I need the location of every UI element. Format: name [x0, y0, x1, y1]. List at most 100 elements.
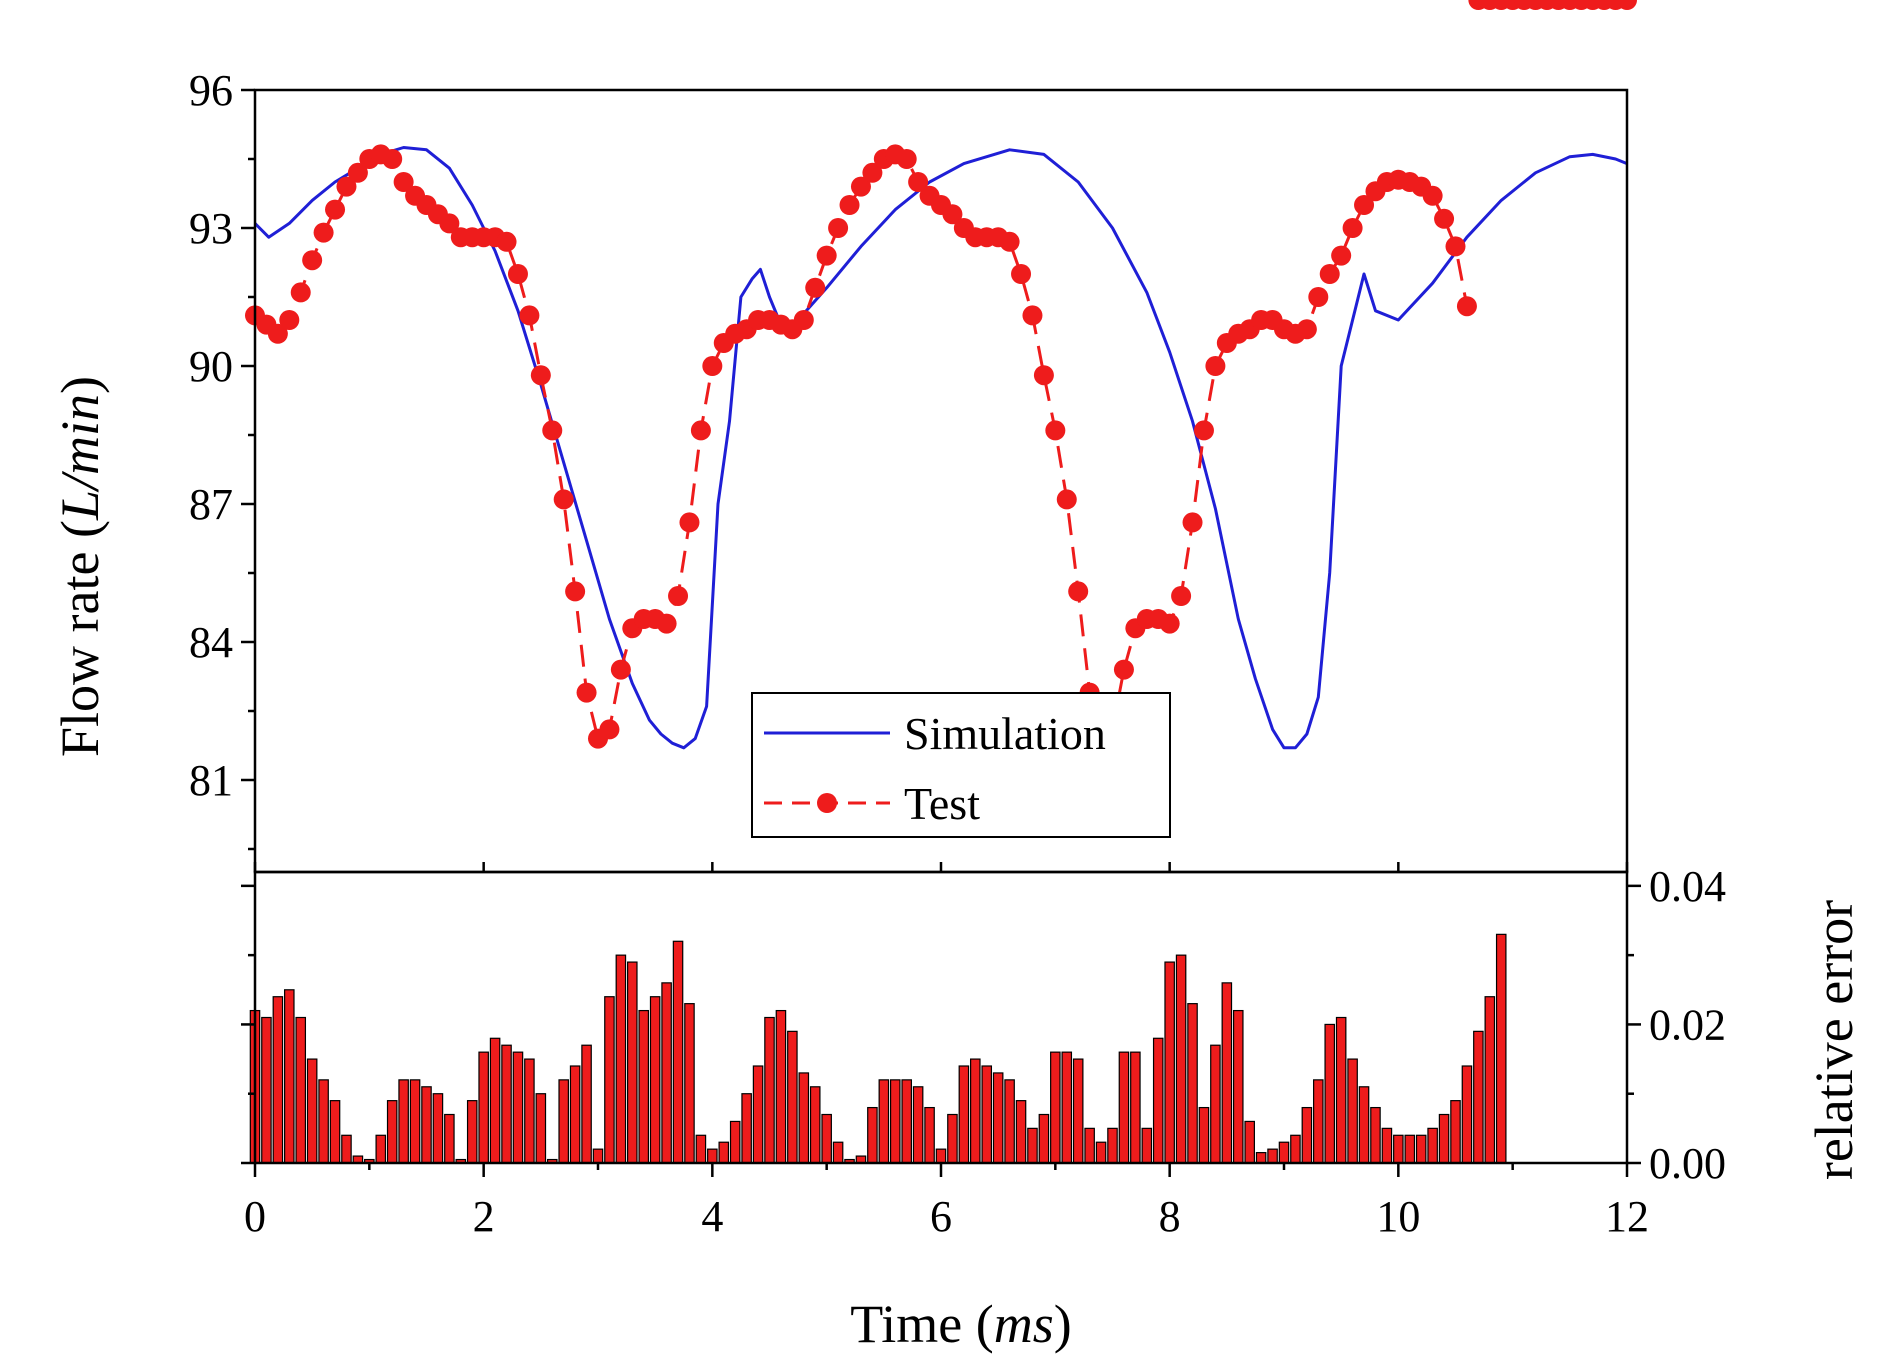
error-bar: [1198, 1106, 1210, 1164]
error-bar: [569, 1065, 581, 1164]
error-bar: [764, 1016, 775, 1164]
error-bar: [1084, 1127, 1095, 1164]
legend: Simulation Test: [751, 692, 1171, 838]
error-bar: [1118, 1051, 1130, 1164]
test-data-point: [1434, 208, 1455, 229]
test-data-point: [1354, 195, 1375, 215]
error-bar: [775, 1009, 787, 1164]
legend-test-marker: [817, 793, 837, 813]
x-tick-label: 4: [701, 1192, 723, 1241]
y-tick-label: 96: [189, 66, 233, 115]
test-data-point: [908, 172, 929, 192]
test-data-point: [1171, 586, 1192, 606]
error-bar: [1061, 1051, 1073, 1164]
test-data-point: [507, 264, 528, 284]
error-bar: [1095, 1141, 1107, 1164]
error-bar: [1175, 954, 1187, 1164]
error-bar: [386, 1100, 398, 1164]
test-data-point: [542, 420, 563, 441]
test-data-point: [1296, 319, 1317, 340]
test-data-point: [279, 310, 300, 330]
x-tick-label: 2: [473, 1192, 495, 1241]
test-data-point: [1205, 356, 1226, 376]
test-data-point: [999, 231, 1020, 252]
x-tick-label: 12: [1605, 1192, 1649, 1241]
error-bar: [375, 1134, 387, 1164]
test-data-point: [942, 204, 963, 225]
error-bar: [1267, 1148, 1278, 1164]
error-bar: [832, 1141, 844, 1164]
error-bar: [1221, 982, 1233, 1164]
error-bar: [1187, 1003, 1198, 1164]
error-bar: [295, 1016, 307, 1164]
test-data-point: [828, 218, 849, 238]
test-data-point: [599, 719, 620, 740]
error-bar: [1347, 1058, 1358, 1164]
x-tick-label: 6: [930, 1192, 952, 1241]
error-bar: [1484, 996, 1496, 1164]
test-data-point: [850, 176, 871, 197]
error-bar: [1164, 961, 1175, 1164]
test-data-point: [347, 162, 368, 183]
test-data-point: [325, 199, 346, 220]
error-bar: [901, 1079, 912, 1164]
error-bar: [558, 1079, 569, 1164]
x-tick-label: 10: [1376, 1192, 1420, 1241]
error-bar: [878, 1079, 890, 1164]
error-bar: [798, 1072, 810, 1164]
error-bar: [1473, 1030, 1484, 1164]
test-data-point: [1182, 512, 1203, 533]
error-bar: [1278, 1141, 1290, 1164]
test-data-point: [702, 356, 723, 376]
error-bar: [1393, 1134, 1404, 1164]
error-bar: [432, 1093, 444, 1164]
test-data-point: [1617, 0, 1637, 10]
x-tick-label: 8: [1159, 1192, 1181, 1241]
error-bar: [1152, 1037, 1164, 1164]
y-tick-label: 81: [189, 756, 233, 805]
legend-simulation-label: Simulation: [904, 708, 1106, 759]
error-bar: [1244, 1120, 1255, 1164]
error-bar: [1107, 1127, 1118, 1164]
x-axis: 0 2 4 6 8 10 12: [244, 862, 1649, 1241]
y-tick-label: 84: [189, 618, 233, 667]
error-bar: [1335, 1016, 1347, 1164]
error-bar: [535, 1093, 547, 1164]
error-bar: [329, 1100, 341, 1164]
test-data-point: [1045, 420, 1066, 441]
error-bar: [1404, 1134, 1416, 1164]
test-data-point: [896, 149, 917, 169]
error-bar: [306, 1058, 318, 1164]
error-bar: [284, 989, 295, 1164]
test-data-point: [313, 222, 334, 243]
error-bar: [604, 996, 615, 1164]
test-data-point: [1056, 489, 1077, 510]
test-data-point: [793, 310, 814, 330]
error-bar: [638, 1009, 650, 1164]
error-bar: [512, 1051, 524, 1164]
error-bar: [1313, 1079, 1324, 1164]
test-data-point: [1445, 236, 1466, 257]
error-bar: [261, 1016, 272, 1164]
bottom-panel-frame: [253, 870, 1629, 1165]
test-data-point: [1456, 296, 1477, 317]
error-bar: [1450, 1100, 1461, 1164]
test-data-point: [679, 512, 700, 533]
test-data-point: [1159, 613, 1180, 634]
error-bar: [1381, 1127, 1393, 1164]
legend-box: [751, 692, 1171, 838]
error-bar: [707, 1148, 718, 1164]
error-bar: [1004, 1079, 1015, 1164]
right-y-tick-label: 0.00: [1649, 1139, 1726, 1188]
error-bar: [787, 1030, 798, 1164]
error-bar: [1301, 1106, 1313, 1164]
error-bar: [947, 1113, 958, 1164]
test-data-point: [290, 282, 311, 303]
test-data-point: [1068, 581, 1089, 602]
error-bar: [1370, 1106, 1381, 1164]
test-data-point: [382, 149, 403, 169]
error-bar: [1232, 1009, 1244, 1164]
error-bar: [935, 1148, 947, 1164]
test-data-point: [553, 489, 574, 510]
